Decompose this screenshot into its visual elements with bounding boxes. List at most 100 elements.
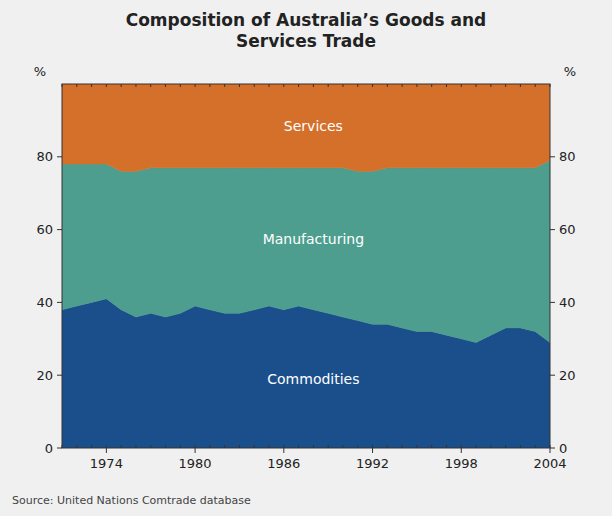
x-minor-tick	[520, 84, 521, 87]
x-minor-tick	[121, 445, 122, 448]
x-minor-tick	[106, 445, 107, 448]
plot-frame	[62, 84, 550, 448]
x-tick	[372, 448, 373, 453]
x-minor-tick	[372, 84, 373, 87]
areas	[62, 84, 550, 448]
y-tick-label: 20	[36, 368, 53, 383]
y-tick	[57, 302, 62, 303]
x-minor-tick	[416, 445, 417, 448]
y2-tick-label: 60	[559, 222, 576, 237]
title: Composition of Australia’s Goods andServ…	[126, 10, 487, 51]
x-minor-tick	[254, 445, 255, 448]
y2-tick	[550, 375, 555, 376]
x-minor-tick	[195, 445, 196, 448]
area-label: Commodities	[267, 371, 359, 387]
x-minor-tick	[431, 84, 432, 87]
x-tick-label: 2004	[533, 456, 566, 471]
x-minor-tick	[461, 84, 462, 87]
x-minor-tick	[150, 84, 151, 87]
x-minor-tick	[402, 84, 403, 87]
y-tick	[57, 229, 62, 230]
x-minor-tick	[313, 445, 314, 448]
y2-tick-label: 40	[559, 295, 576, 310]
x-minor-tick	[550, 84, 551, 87]
y-tick-label: 80	[36, 149, 53, 164]
area-label: Manufacturing	[263, 231, 364, 247]
x-minor-tick	[283, 445, 284, 448]
x-tick	[106, 448, 107, 453]
x-minor-tick	[224, 445, 225, 448]
x-minor-tick	[446, 84, 447, 87]
x-minor-tick	[357, 84, 358, 87]
x-tick-label: 1986	[267, 456, 300, 471]
y-tick-label: 60	[36, 222, 53, 237]
x-minor-tick	[298, 84, 299, 87]
title-line: Services Trade	[236, 31, 376, 51]
x-tick-label: 1998	[445, 456, 478, 471]
x-minor-tick	[313, 84, 314, 87]
x-tick	[550, 448, 551, 453]
x-minor-tick	[283, 84, 284, 87]
x-tick-label: 1980	[179, 456, 212, 471]
x-minor-tick	[209, 84, 210, 87]
x-minor-tick	[91, 445, 92, 448]
y2-tick-label: 0	[559, 441, 567, 456]
area-label: Services	[284, 118, 343, 134]
chart: Composition of Australia’s Goods andServ…	[0, 0, 612, 516]
x-minor-tick	[535, 84, 536, 87]
x-tick	[195, 448, 196, 453]
x-minor-tick	[209, 445, 210, 448]
x-minor-tick	[106, 84, 107, 87]
x-minor-tick	[76, 445, 77, 448]
x-minor-tick	[224, 84, 225, 87]
x-minor-tick	[461, 445, 462, 448]
x-minor-tick	[357, 445, 358, 448]
x-minor-tick	[342, 84, 343, 87]
x-minor-tick	[505, 445, 506, 448]
y-axis-label: %	[34, 64, 46, 79]
x-minor-tick	[180, 445, 181, 448]
area	[62, 84, 550, 171]
x-tick-label: 1974	[90, 456, 123, 471]
x-minor-tick	[180, 84, 181, 87]
y-tick-label: 0	[45, 441, 53, 456]
x-tick	[461, 448, 462, 453]
x-minor-tick	[239, 445, 240, 448]
x-minor-tick	[91, 84, 92, 87]
x-minor-tick	[402, 445, 403, 448]
y2-tick	[550, 156, 555, 157]
x-minor-tick	[150, 445, 151, 448]
x-minor-tick	[387, 84, 388, 87]
x-minor-tick	[476, 445, 477, 448]
y2-tick	[550, 302, 555, 303]
y2-tick-label: 20	[559, 368, 576, 383]
x-minor-tick	[165, 445, 166, 448]
y-tick-label: 40	[36, 295, 53, 310]
x-minor-tick	[269, 445, 270, 448]
x-minor-tick	[269, 84, 270, 87]
x-minor-tick	[76, 84, 77, 87]
background	[0, 0, 612, 516]
x-minor-tick	[505, 84, 506, 87]
x-minor-tick	[239, 84, 240, 87]
x-minor-tick	[535, 445, 536, 448]
x-minor-tick	[62, 84, 63, 87]
x-minor-tick	[135, 84, 136, 87]
x-minor-tick	[298, 445, 299, 448]
x-minor-tick	[342, 445, 343, 448]
x-minor-tick	[476, 84, 477, 87]
y-tick	[57, 375, 62, 376]
x-minor-tick	[490, 84, 491, 87]
x-minor-tick	[135, 445, 136, 448]
x-tick-label: 1992	[356, 456, 389, 471]
x-minor-tick	[121, 84, 122, 87]
x-tick	[283, 448, 284, 453]
x-minor-tick	[328, 445, 329, 448]
x-minor-tick	[328, 84, 329, 87]
x-minor-tick	[372, 445, 373, 448]
x-minor-tick	[195, 84, 196, 87]
x-minor-tick	[520, 445, 521, 448]
area	[62, 160, 550, 342]
x-minor-tick	[387, 445, 388, 448]
y-tick	[57, 448, 62, 449]
